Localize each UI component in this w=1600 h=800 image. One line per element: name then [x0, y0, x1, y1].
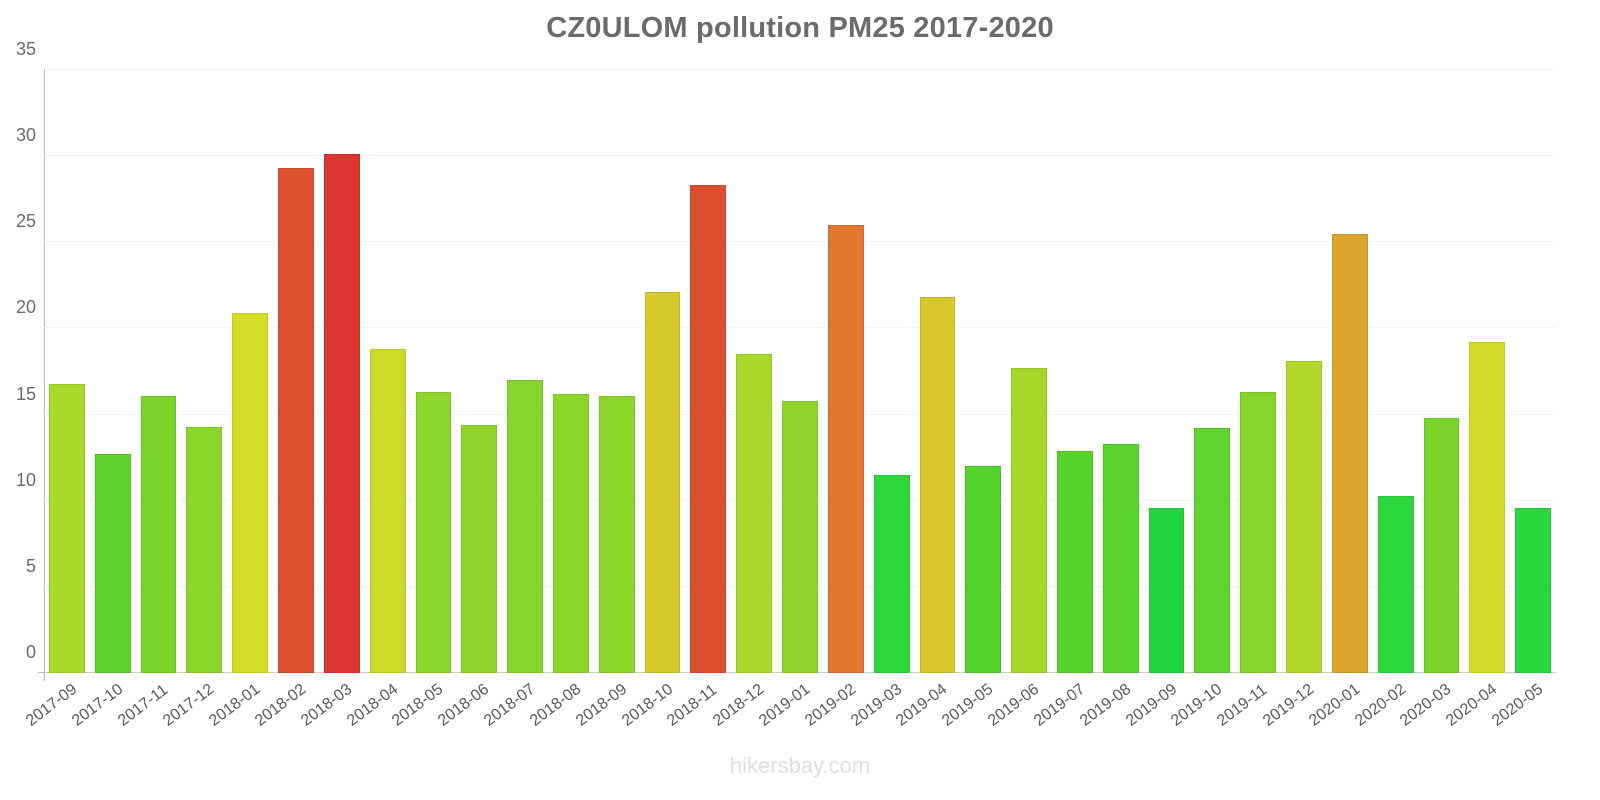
bar[interactable]	[140, 395, 177, 673]
x-tick-label: 2018-02	[252, 680, 310, 730]
bar[interactable]	[323, 154, 360, 673]
bar[interactable]	[1423, 418, 1460, 673]
bar[interactable]	[369, 349, 406, 673]
y-tick-label-30: 30	[15, 125, 36, 146]
bar[interactable]	[644, 292, 681, 673]
x-tick-label: 2019-08	[1076, 680, 1134, 730]
chart-title: CZ0ULOM pollution PM25 2017-2020	[546, 12, 1054, 44]
x-tick-label: 2019-12	[1260, 680, 1318, 730]
bar[interactable]	[1469, 342, 1506, 673]
x-axis-labels: 2017-09 2017-10 2017-11 2017-12 2018-01 2018-…	[23, 678, 1556, 798]
x-tick-label: 2018-09	[572, 680, 630, 730]
y-axis-line	[44, 70, 45, 681]
x-tick-label: 2018-07	[481, 680, 539, 730]
bar[interactable]	[1240, 392, 1277, 673]
bar[interactable]	[965, 466, 1002, 673]
bar[interactable]	[1194, 428, 1231, 673]
bar[interactable]	[461, 424, 498, 673]
gridline-25	[44, 241, 1556, 243]
bar[interactable]	[1286, 361, 1322, 673]
gridline-30	[44, 155, 1556, 157]
bar[interactable]	[1515, 508, 1551, 673]
x-tick-label: 2018-03	[297, 680, 356, 730]
x-tick-label: 2019-10	[1168, 680, 1226, 730]
bar[interactable]	[1331, 233, 1368, 673]
bar[interactable]	[598, 395, 635, 673]
x-tick-label: 2018-01	[206, 680, 264, 730]
bar[interactable]	[415, 392, 452, 673]
y-tick-label-35: 35	[15, 39, 36, 59]
bar[interactable]	[1011, 368, 1047, 673]
x-tick-label: 2018-08	[526, 680, 585, 730]
bar[interactable]	[736, 354, 773, 673]
bar[interactable]	[1148, 507, 1185, 673]
x-tick-label: 2019-09	[1122, 680, 1180, 730]
x-tick-label: 2018-10	[618, 680, 676, 730]
x-tick-label: 2017-10	[68, 680, 126, 730]
bar[interactable]	[782, 400, 818, 673]
bar[interactable]	[873, 474, 910, 673]
x-tick-label: 2019-11	[1214, 681, 1271, 730]
bar[interactable]	[1102, 443, 1139, 673]
y-tick-dash-0	[38, 672, 44, 673]
watermark: hikersbay.com	[729, 753, 871, 778]
x-tick-label: 2020-03	[1397, 680, 1455, 730]
x-tick-label: 2018-12	[710, 680, 768, 730]
x-tick-label: 2019-02	[801, 680, 860, 730]
x-tick-label: 2019-04	[893, 680, 951, 730]
plot-area	[44, 69, 1556, 673]
y-tick-label-0: 0	[25, 642, 36, 662]
bar[interactable]	[278, 168, 314, 673]
bar[interactable]	[186, 426, 223, 673]
bar[interactable]	[553, 393, 589, 673]
bar[interactable]	[690, 185, 727, 673]
bar[interactable]	[507, 380, 543, 673]
x-tick-label: 2017-09	[22, 680, 81, 730]
x-tick-label: 2019-01	[756, 680, 814, 730]
x-tick-label: 2019-05	[939, 680, 997, 730]
x-tick-label: 2020-02	[1351, 680, 1409, 730]
y-axis-labels: 0 5 10 15 20 25 30 35	[0, 39, 44, 673]
bar[interactable]	[49, 383, 85, 673]
x-tick-label: 2020-04	[1443, 680, 1501, 730]
x-tick-label: 2019-06	[985, 680, 1043, 730]
bar[interactable]	[919, 297, 956, 673]
x-tick-label: 2020-05	[1489, 680, 1547, 730]
y-tick-label-15: 15	[15, 383, 36, 404]
x-tick-label: 2019-03	[847, 680, 905, 730]
bar[interactable]	[1377, 495, 1414, 673]
x-tick-label: 2018-04	[343, 680, 401, 730]
bar[interactable]	[232, 312, 269, 673]
y-tick-label-5: 5	[25, 555, 36, 576]
gridline-20	[44, 327, 1556, 329]
x-tick-label: 2018-06	[435, 680, 493, 730]
gridline-35	[44, 69, 1556, 70]
bar[interactable]	[1057, 450, 1093, 673]
bar[interactable]	[94, 454, 131, 673]
y-tick-label-25: 25	[15, 211, 36, 232]
x-tick-label: 2018-05	[389, 680, 447, 730]
bar[interactable]	[827, 225, 864, 673]
x-tick-label: 2019-07	[1030, 680, 1089, 730]
y-tick-label-20: 20	[15, 297, 36, 318]
x-tick-label: 2017-12	[160, 680, 218, 730]
x-tick-label: 2020-01	[1305, 680, 1364, 730]
y-tick-label-10: 10	[15, 469, 36, 490]
